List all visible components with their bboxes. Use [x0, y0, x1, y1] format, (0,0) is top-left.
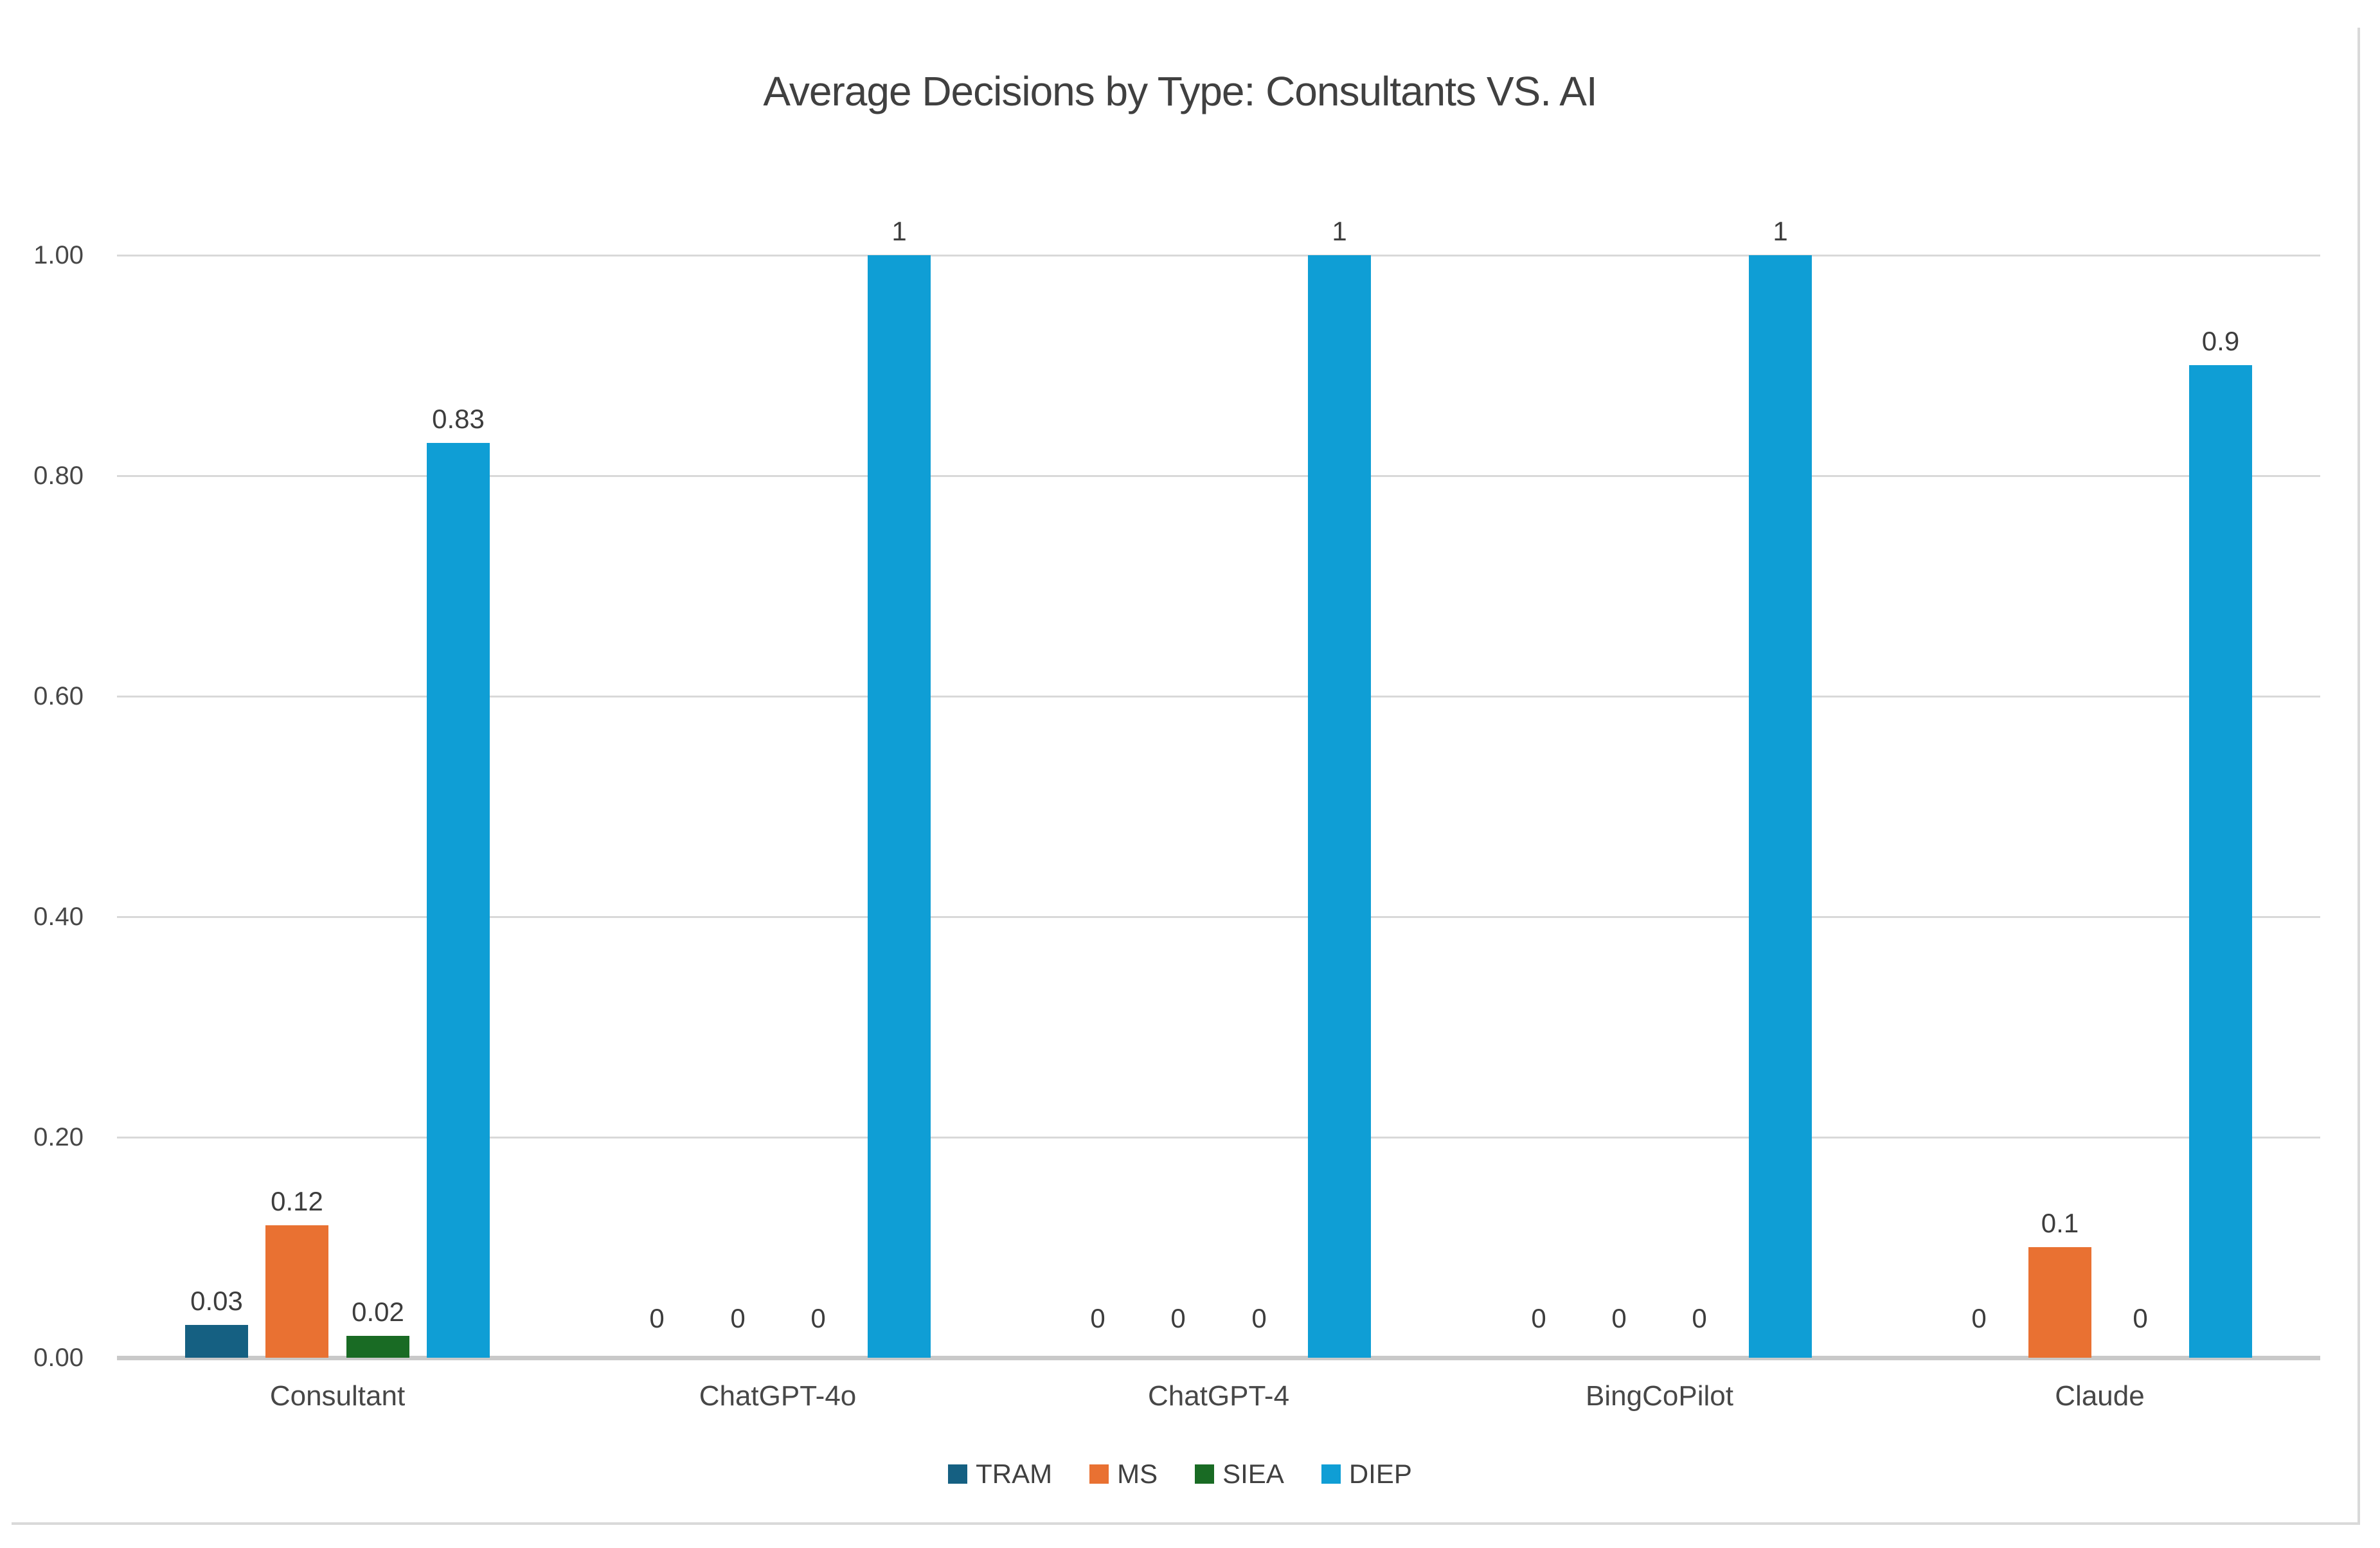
data-label: 0 — [1611, 1303, 1627, 1333]
gridline — [117, 696, 2320, 698]
data-label: 0 — [1251, 1303, 1267, 1333]
legend-item-MS: MS — [1089, 1459, 1158, 1489]
legend-item-SIEA: SIEA — [1195, 1459, 1284, 1489]
bar-DIEP-ChatGPT-4 — [1308, 255, 1371, 1358]
y-axis-tick-label: 0.00 — [33, 1344, 84, 1372]
data-label: 0 — [1692, 1303, 1707, 1333]
chart-right-border — [2358, 28, 2360, 1524]
data-label: 0 — [730, 1303, 746, 1333]
bar-DIEP-Consultant — [427, 443, 490, 1358]
data-label: 0 — [649, 1303, 665, 1333]
legend-label: DIEP — [1348, 1459, 1412, 1489]
bar-SIEA-Consultant — [346, 1336, 409, 1358]
gridline — [117, 916, 2320, 918]
data-label: 0 — [1971, 1303, 1987, 1333]
bar-TRAM-Consultant — [185, 1325, 248, 1358]
y-axis-tick-label: 0.20 — [33, 1123, 84, 1151]
legend-item-TRAM: TRAM — [948, 1459, 1052, 1489]
data-label: 0 — [1531, 1303, 1546, 1333]
data-label: 0 — [810, 1303, 826, 1333]
x-axis-line — [117, 1356, 2320, 1360]
bar-DIEP-Claude — [2189, 365, 2252, 1358]
y-axis-tick-label: 0.40 — [33, 903, 84, 931]
data-label: 1 — [891, 216, 907, 246]
x-axis-category-label: Claude — [2055, 1380, 2145, 1412]
x-axis-category-label: Consultant — [269, 1380, 406, 1412]
x-axis-category-label: ChatGPT-4 — [1147, 1380, 1290, 1412]
chart-bottom-border — [12, 1522, 2360, 1525]
y-axis-tick-label: 0.60 — [33, 682, 84, 710]
data-label: 0.12 — [271, 1186, 323, 1216]
data-label: 0 — [2133, 1303, 2148, 1333]
legend-swatch — [948, 1464, 968, 1484]
chart-title: Average Decisions by Type: Consultants V… — [763, 68, 1597, 114]
y-axis-tick-label: 1.00 — [33, 241, 84, 269]
data-label: 1 — [1332, 216, 1347, 246]
legend-swatch — [1089, 1464, 1109, 1484]
data-label: 0 — [1090, 1303, 1105, 1333]
bar-DIEP-BingCoPilot — [1749, 255, 1812, 1358]
data-label: 0.03 — [190, 1286, 243, 1316]
legend: TRAM MS SIEA DIEP — [0, 1459, 2360, 1489]
legend-label: TRAM — [976, 1459, 1053, 1489]
data-label: 0.1 — [2041, 1208, 2079, 1238]
data-label: 0.83 — [432, 404, 485, 434]
legend-swatch — [1195, 1464, 1215, 1484]
x-axis-category-label: BingCoPilot — [1586, 1380, 1733, 1412]
bar-MS-Consultant — [265, 1225, 328, 1358]
data-label: 0.9 — [2201, 326, 2240, 356]
legend-item-DIEP: DIEP — [1321, 1459, 1412, 1489]
y-axis-tick-label: 0.80 — [33, 462, 84, 490]
legend-label: MS — [1117, 1459, 1158, 1489]
gridline — [117, 1137, 2320, 1138]
legend-swatch — [1321, 1464, 1341, 1484]
legend-label: SIEA — [1222, 1459, 1284, 1489]
gridline — [117, 255, 2320, 256]
gridline — [117, 475, 2320, 477]
data-label: 0.02 — [352, 1297, 404, 1327]
bar-MS-Claude — [2028, 1247, 2091, 1358]
data-label: 1 — [1773, 216, 1788, 246]
x-axis-category-label: ChatGPT-4o — [699, 1380, 857, 1412]
bar-DIEP-ChatGPT-4o — [868, 255, 931, 1358]
data-label: 0 — [1170, 1303, 1186, 1333]
